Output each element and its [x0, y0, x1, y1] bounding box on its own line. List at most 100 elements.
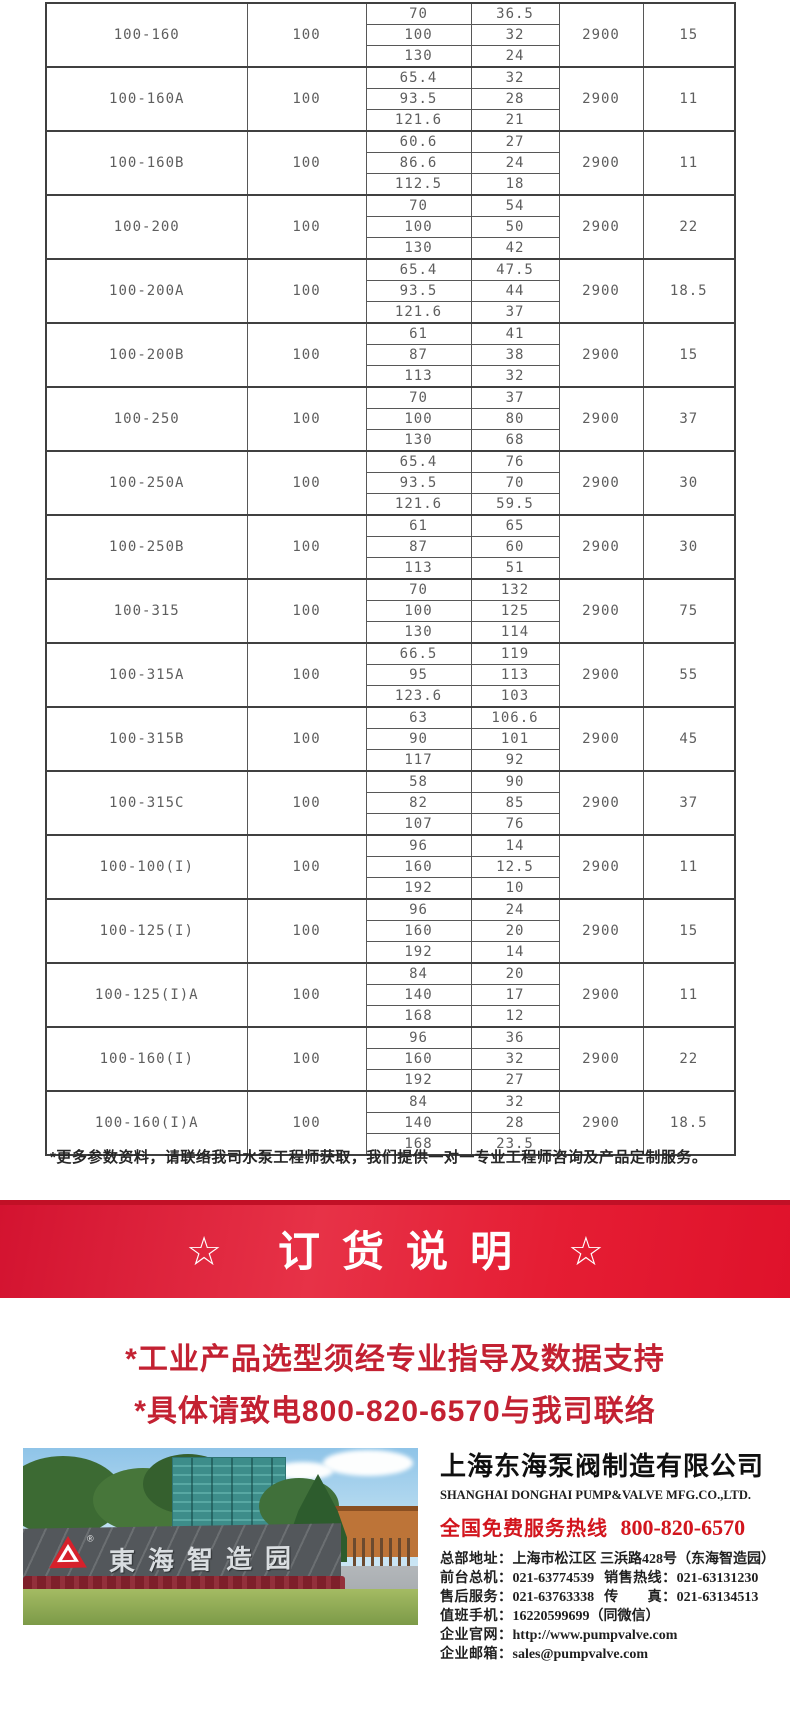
model-cell: 100-200 [45, 194, 248, 260]
dn-cell: 100 [246, 642, 367, 708]
speed-cell: 2900 [558, 386, 644, 452]
power-cell: 18.5 [642, 1090, 736, 1156]
table-footnote: *更多参数资料，请联络我司水泵工程师获取，我们提供一对一专业工程师咨询及产品定制… [50, 1149, 708, 1166]
flow-cell: 70 [365, 194, 472, 217]
spec-row: 87 60 [46, 536, 735, 558]
flow-cell: 121.6 [365, 493, 472, 516]
spec-row: 100 125 [46, 600, 735, 622]
order-note-line: *具体请致电800-820-6570与我司联络 [134, 1395, 656, 1428]
pump-specs-table: 100-160 100 70 36.5 2900 15 100 32 130 24 100-160A… [45, 2, 736, 1156]
model-cell: 100-200B [45, 322, 248, 388]
spec-row: 100-250A 100 65.4 76 2900 30 [45, 450, 736, 516]
head-cell: 114 [470, 621, 560, 644]
head-cell: 27 [470, 130, 560, 153]
flow-cell: 58 [365, 770, 472, 793]
model-cell: 100-315A [45, 642, 248, 708]
spec-row: 140 28 [46, 1112, 735, 1134]
model-cell: 100-160(I) [45, 1026, 248, 1092]
flow-cell: 93.5 [365, 280, 472, 302]
dn-cell: 100 [246, 898, 367, 964]
model-cell: 100-125(I)A [45, 962, 248, 1028]
flow-cell: 93.5 [365, 472, 472, 494]
spec-row: 100-160A 100 65.4 32 2900 11 [45, 66, 736, 132]
head-cell: 85 [470, 792, 560, 814]
model-cell: 100-315C [45, 770, 248, 836]
head-cell: 14 [470, 834, 560, 857]
spec-row: 160 20 [46, 920, 735, 942]
flow-cell: 84 [365, 962, 472, 985]
power-cell: 22 [642, 194, 736, 260]
flow-cell: 130 [365, 45, 472, 68]
head-cell: 10 [470, 877, 560, 900]
head-cell: 125 [470, 600, 560, 622]
model-cell: 100-100(I) [45, 834, 248, 900]
speed-cell: 2900 [558, 578, 644, 644]
spec-row: 100 32 [46, 24, 735, 46]
head-cell: 37 [470, 386, 560, 409]
email-link[interactable]: sales@pumpvalve.com [512, 1647, 649, 1662]
speed-cell: 2900 [558, 1026, 644, 1092]
head-cell: 65 [470, 514, 560, 537]
head-cell: 32 [470, 365, 560, 388]
head-cell: 47.5 [470, 258, 560, 281]
head-cell: 27 [470, 1069, 560, 1092]
flow-cell: 65.4 [365, 258, 472, 281]
model-cell: 100-160B [45, 130, 248, 196]
flow-cell: 113 [365, 365, 472, 388]
model-cell: 100-315 [45, 578, 248, 644]
cloud-shape [323, 1450, 413, 1476]
flow-cell: 70 [365, 386, 472, 409]
contact-line[interactable]: 企业官网：http://www.pumpvalve.com [440, 1628, 678, 1643]
spec-row: 100-250 100 70 37 2900 37 [45, 386, 736, 452]
star-icon: ☆ [186, 1229, 222, 1274]
order-note-line: *工业产品选型须经专业指导及数据支持 [125, 1343, 665, 1376]
head-cell: 113 [470, 664, 560, 686]
model-cell: 100-160A [45, 66, 248, 132]
spec-row: 100-160(I) 100 96 36 2900 22 [45, 1026, 736, 1092]
power-cell: 22 [642, 1026, 736, 1092]
dn-cell: 100 [246, 706, 367, 772]
model-cell: 100-200A [45, 258, 248, 324]
dn-cell: 100 [246, 258, 367, 324]
registered-mark: ® [87, 1533, 94, 1544]
dn-cell: 100 [246, 130, 367, 196]
flow-cell: 65.4 [365, 450, 472, 473]
flow-cell: 95 [365, 664, 472, 686]
power-cell: 15 [642, 898, 736, 964]
contact-line[interactable]: 企业邮箱：sales@pumpvalve.com [440, 1647, 649, 1662]
speed-cell: 2900 [558, 258, 644, 324]
speed-cell: 2900 [558, 66, 644, 132]
head-cell: 24 [470, 45, 560, 68]
dn-cell: 100 [246, 962, 367, 1028]
flow-cell: 61 [365, 322, 472, 345]
speed-cell: 2900 [558, 1090, 644, 1156]
dn-cell: 100 [246, 66, 367, 132]
speed-cell: 2900 [558, 962, 644, 1028]
spec-row: 100-200 100 70 54 2900 22 [45, 194, 736, 260]
spec-row: 140 17 [46, 984, 735, 1006]
head-cell: 24 [470, 898, 560, 921]
power-cell: 45 [642, 706, 736, 772]
head-cell: 54 [470, 194, 560, 217]
power-cell: 55 [642, 642, 736, 708]
flow-cell: 140 [365, 1112, 472, 1134]
spec-row: 95 113 [46, 664, 735, 686]
power-cell: 11 [642, 962, 736, 1028]
head-cell: 103 [470, 685, 560, 708]
spec-row: 113 51 [46, 557, 735, 580]
flow-cell: 160 [365, 920, 472, 942]
spec-row: 192 10 [46, 877, 735, 900]
head-cell: 28 [470, 1112, 560, 1134]
website-link[interactable]: http://www.pumpvalve.com [512, 1628, 678, 1643]
head-cell: 51 [470, 557, 560, 580]
spec-row: 100-315B 100 63 106.6 2900 45 [45, 706, 736, 772]
spec-row: 121.6 37 [46, 301, 735, 324]
head-cell: 20 [470, 920, 560, 942]
flow-cell: 130 [365, 621, 472, 644]
speed-cell: 2900 [558, 898, 644, 964]
head-cell: 36.5 [470, 2, 560, 25]
head-cell: 42 [470, 237, 560, 260]
flow-cell: 112.5 [365, 173, 472, 196]
spec-row: 168 23.5 [46, 1133, 735, 1156]
spec-row: 192 14 [46, 941, 735, 964]
